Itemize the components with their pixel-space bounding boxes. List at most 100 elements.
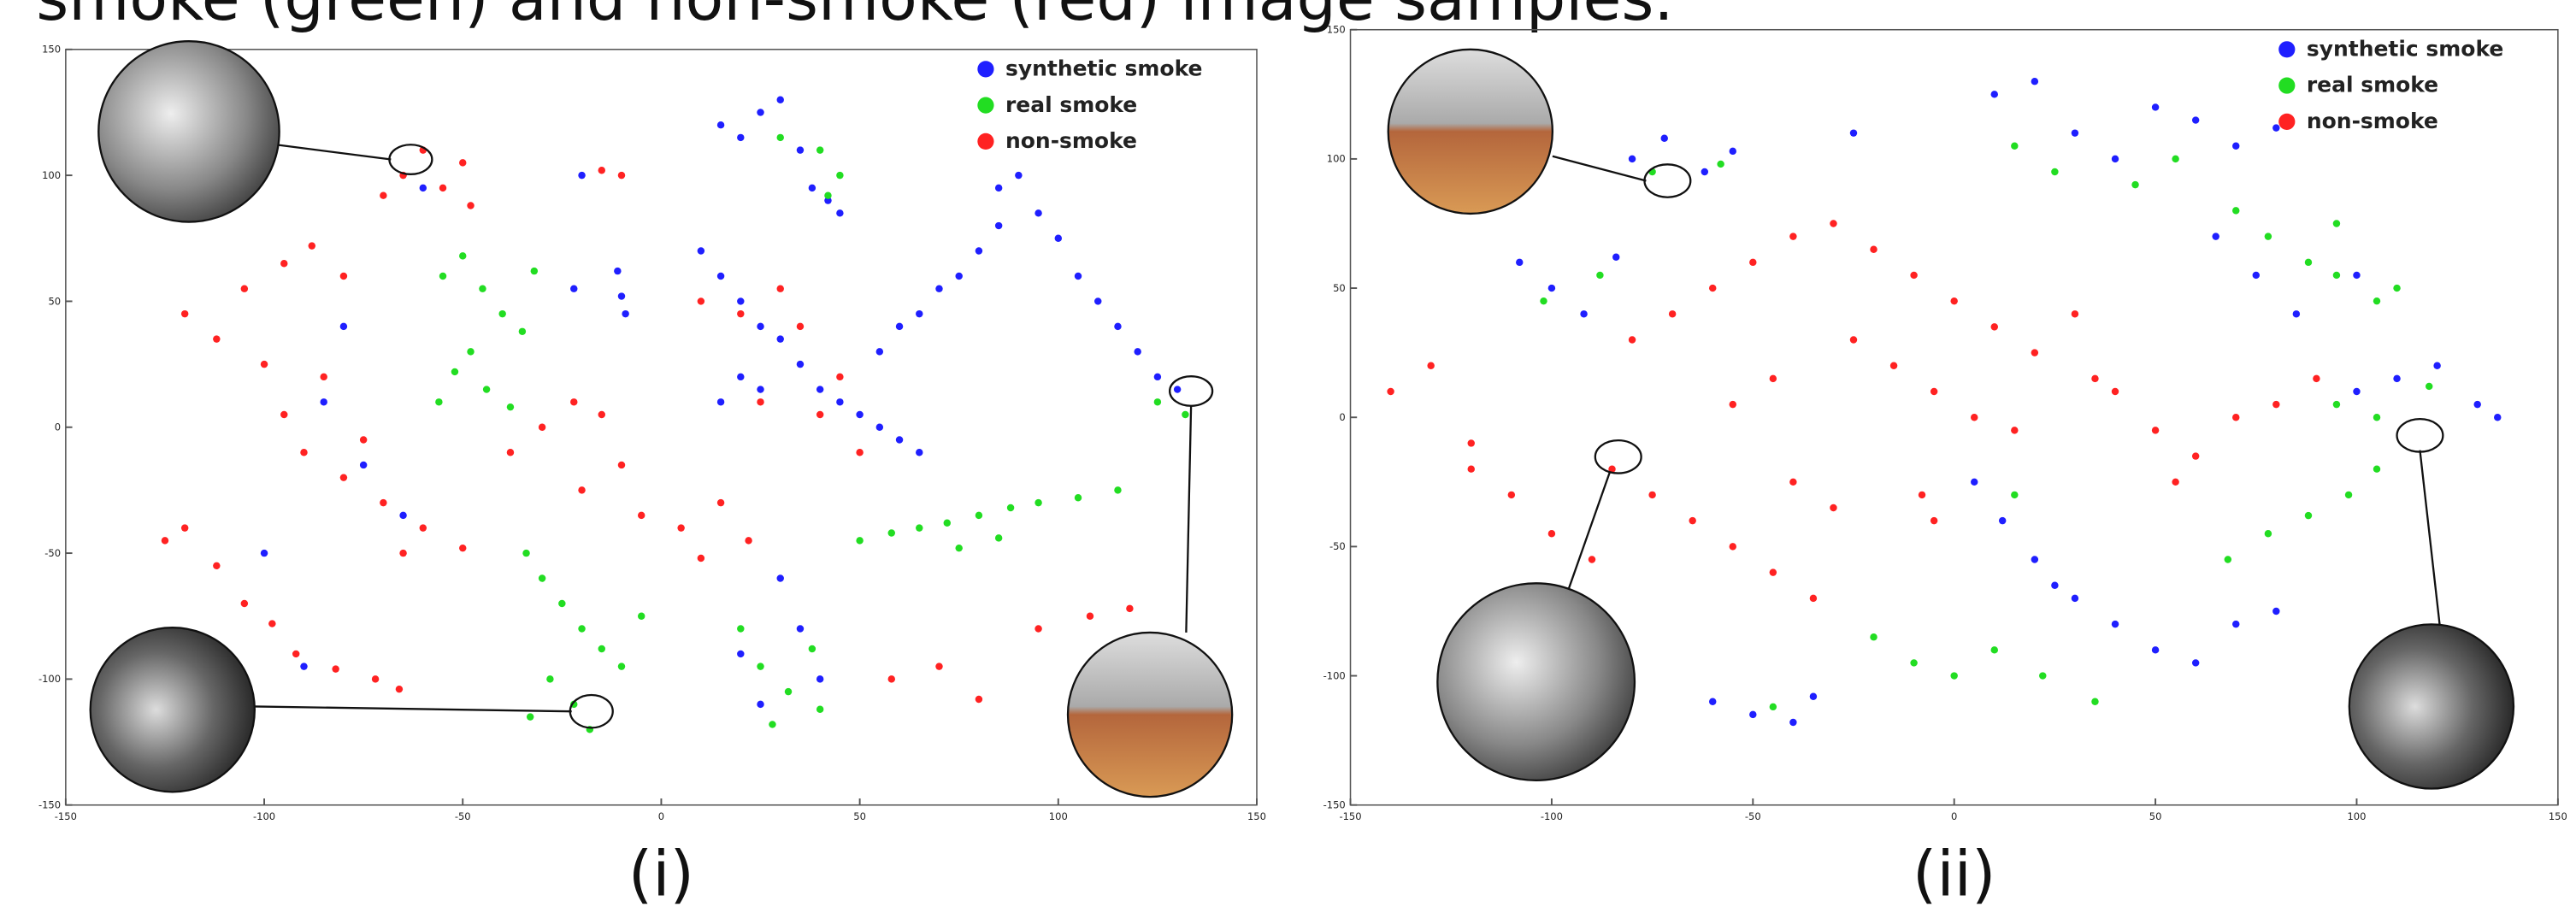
- y-tick-label: 0: [55, 421, 61, 433]
- x-tick-label: 150: [2549, 810, 2567, 822]
- point: [162, 537, 168, 544]
- point: [2112, 388, 2119, 395]
- legend-label: synthetic smoke: [1005, 56, 1202, 81]
- point: [944, 519, 951, 526]
- point: [1174, 386, 1181, 392]
- point: [1182, 411, 1188, 418]
- point: [1580, 310, 1587, 317]
- point: [737, 374, 744, 380]
- point: [677, 524, 684, 531]
- legend-marker: [977, 97, 993, 114]
- point: [1035, 209, 1041, 216]
- point: [614, 268, 621, 274]
- point: [1749, 711, 1756, 718]
- point: [2192, 659, 2199, 666]
- point: [2393, 375, 2400, 382]
- point: [1114, 486, 1121, 493]
- point: [737, 310, 744, 317]
- point: [976, 247, 982, 254]
- point: [777, 574, 784, 581]
- point: [360, 436, 367, 443]
- point: [1055, 235, 1062, 242]
- point: [1810, 693, 1817, 700]
- point: [745, 537, 752, 544]
- point: [578, 486, 585, 493]
- point: [2232, 414, 2239, 421]
- point: [757, 398, 763, 405]
- point: [1114, 323, 1121, 330]
- point: [888, 529, 895, 536]
- point: [522, 550, 529, 557]
- point: [856, 411, 863, 418]
- point: [439, 273, 446, 280]
- point: [757, 701, 763, 708]
- point: [1540, 297, 1547, 304]
- point: [1612, 254, 1619, 261]
- point: [2031, 556, 2038, 562]
- point: [1870, 245, 1877, 252]
- point: [396, 686, 403, 692]
- point: [300, 449, 307, 456]
- point: [2393, 285, 2400, 292]
- point: [876, 424, 883, 431]
- point: [816, 706, 823, 713]
- point: [717, 273, 724, 280]
- point: [2011, 143, 2018, 150]
- point: [340, 273, 347, 280]
- point: [1661, 134, 1668, 141]
- point: [1154, 398, 1161, 405]
- point: [797, 361, 804, 368]
- point: [2072, 595, 2078, 602]
- y-tick-label: -100: [38, 673, 61, 685]
- point: [2272, 401, 2279, 408]
- point: [1701, 168, 1708, 175]
- point: [769, 721, 775, 727]
- point: [2172, 479, 2178, 486]
- point: [856, 449, 863, 456]
- y-tick-label: 150: [42, 44, 61, 56]
- point: [213, 335, 220, 342]
- point: [995, 534, 1002, 541]
- legend-label: real smoke: [1005, 92, 1137, 117]
- point: [527, 713, 533, 720]
- point: [1810, 595, 1817, 602]
- point: [459, 159, 466, 166]
- point: [2011, 427, 2018, 433]
- point: [241, 600, 248, 607]
- point: [1629, 336, 1636, 343]
- point: [1427, 362, 1434, 369]
- x-tick-label: 100: [2347, 810, 2366, 822]
- point: [1910, 272, 1917, 279]
- point: [1991, 91, 1998, 97]
- point: [2494, 414, 2501, 421]
- point: [1730, 401, 1736, 408]
- point: [995, 222, 1002, 229]
- point: [340, 323, 347, 330]
- point: [1850, 129, 1857, 136]
- point: [507, 449, 514, 456]
- point: [2232, 143, 2239, 150]
- point: [539, 424, 545, 431]
- point: [320, 374, 327, 380]
- page: smoke (green) and non-smoke (red) image …: [0, 0, 2576, 907]
- point: [777, 285, 784, 292]
- point: [777, 335, 784, 342]
- point: [451, 368, 458, 375]
- point: [1075, 273, 1082, 280]
- point: [2265, 530, 2272, 537]
- point: [935, 285, 942, 292]
- x-tick-label: -50: [455, 810, 471, 822]
- point: [2112, 156, 2119, 162]
- point: [2265, 233, 2272, 239]
- point: [995, 185, 1002, 191]
- x-tick-label: -150: [55, 810, 77, 822]
- point: [309, 242, 315, 249]
- point: [2091, 698, 2098, 705]
- point: [797, 625, 804, 632]
- legend-marker: [2278, 41, 2295, 57]
- point: [2293, 310, 2300, 317]
- point: [2051, 582, 2058, 589]
- point: [809, 645, 816, 652]
- legend-label: synthetic smoke: [2307, 36, 2503, 61]
- point: [1890, 362, 1897, 369]
